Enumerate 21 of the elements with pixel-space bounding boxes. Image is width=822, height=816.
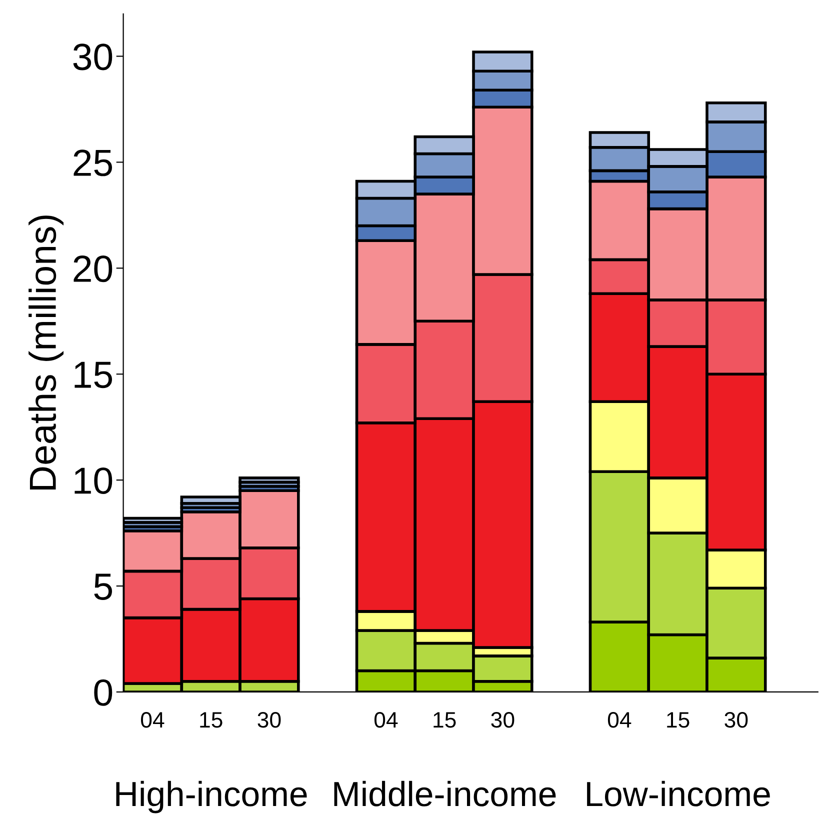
x-tick-label: 15 bbox=[200, 712, 222, 728]
x-tick-label: 04 bbox=[608, 712, 632, 728]
x-tick-label: 30 bbox=[724, 712, 748, 728]
y-tick-label: 10 bbox=[74, 467, 112, 494]
x-tick-label: 30 bbox=[491, 712, 514, 728]
text: High-income bbox=[116, 780, 307, 814]
text: Middle-income bbox=[334, 780, 556, 806]
y-tick-label: 15 bbox=[74, 362, 112, 388]
y-tick-label: 0 bbox=[94, 679, 112, 706]
y-tick-label: 30 bbox=[73, 44, 112, 70]
x-tick-label: 30 bbox=[258, 712, 281, 728]
text: Low-income bbox=[587, 780, 770, 806]
y-axis-title: Deaths (millions) bbox=[28, 216, 64, 490]
x-tick-label: 04 bbox=[140, 712, 164, 728]
x-tick-label: 04 bbox=[374, 712, 398, 728]
bar bbox=[238, 476, 300, 484]
y-tick-label: 5 bbox=[94, 574, 112, 600]
y-tick-label: 25 bbox=[74, 150, 112, 176]
x-tick-label: 15 bbox=[667, 712, 690, 728]
y-tick-label: 20 bbox=[74, 256, 112, 282]
x-tick-label: 15 bbox=[434, 712, 456, 728]
